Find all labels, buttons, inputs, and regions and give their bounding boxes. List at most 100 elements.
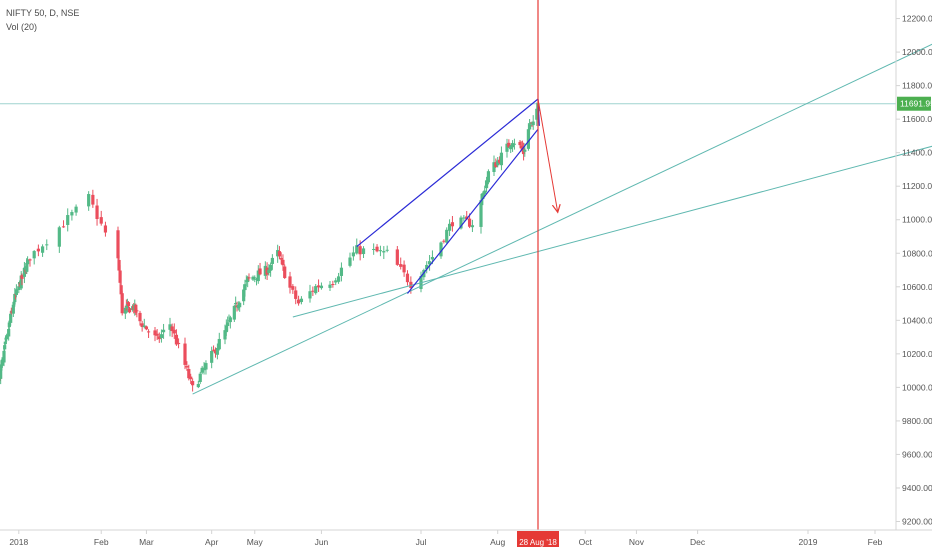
candle-body xyxy=(189,376,193,380)
price-tick-label: 10600.00 xyxy=(902,282,932,292)
candle-body xyxy=(146,331,151,333)
price-tick-label: 10200.00 xyxy=(902,349,932,359)
candle-body xyxy=(314,286,318,294)
candle-body xyxy=(155,333,159,336)
candle-body xyxy=(355,245,359,254)
candle-body xyxy=(170,326,174,332)
candle-body xyxy=(234,302,238,305)
candle-body xyxy=(99,217,103,224)
candle-body xyxy=(20,275,24,279)
price-tick-label: 10800.00 xyxy=(902,248,932,258)
candle-body xyxy=(32,251,36,259)
candle-body xyxy=(135,310,139,312)
candle-body xyxy=(246,277,250,283)
channel-lower-line xyxy=(407,128,539,294)
candle-body xyxy=(202,367,206,371)
candle-body xyxy=(198,373,202,383)
candle-body xyxy=(399,264,403,267)
candle-body xyxy=(0,364,3,368)
candle-body xyxy=(277,251,282,257)
time-tick-label: Jul xyxy=(416,537,427,547)
candle-body xyxy=(512,143,517,145)
candle-body xyxy=(211,349,216,351)
candle-body xyxy=(213,349,218,354)
candle-body xyxy=(40,246,45,253)
candle-body xyxy=(45,244,49,246)
candle-body xyxy=(479,200,483,227)
candle-body xyxy=(336,276,341,282)
candle-body xyxy=(409,281,413,288)
candle-body xyxy=(91,194,95,205)
candle-body xyxy=(17,286,21,290)
volume-indicator-label[interactable]: Vol (20) xyxy=(6,22,38,32)
candle-body xyxy=(283,266,287,278)
candle-body xyxy=(296,299,301,304)
candle-body xyxy=(127,308,132,313)
candle-body xyxy=(117,259,121,271)
price-tick-label: 12000.00 xyxy=(902,47,932,57)
price-tick-label: 11800.00 xyxy=(902,81,932,91)
candle-body xyxy=(263,265,267,276)
candle-body xyxy=(95,205,99,219)
candle-body xyxy=(2,350,6,363)
candle-body xyxy=(215,347,219,355)
candle-body xyxy=(223,330,227,340)
candle-body xyxy=(0,360,4,366)
candle-body xyxy=(134,304,138,313)
price-tick-label: 9600.00 xyxy=(902,449,932,459)
candle-body xyxy=(331,283,335,285)
candle-body xyxy=(119,285,123,295)
candle-body xyxy=(3,345,7,350)
price-tick-label: 9200.00 xyxy=(902,517,932,527)
candle-body xyxy=(87,194,91,207)
candle-body xyxy=(427,261,432,265)
candle-body xyxy=(144,326,149,330)
candle-body xyxy=(11,304,15,314)
candle-body xyxy=(462,217,466,219)
time-tick-label: May xyxy=(247,537,264,547)
candle-body xyxy=(279,258,283,260)
candle-body xyxy=(5,335,9,340)
candle-body xyxy=(61,226,66,228)
candle-body xyxy=(361,248,366,255)
candle-body xyxy=(204,363,208,370)
candle-body xyxy=(14,289,18,296)
candle-body xyxy=(0,368,3,379)
candle-body xyxy=(138,312,142,322)
candle-body xyxy=(450,222,455,227)
candle-body xyxy=(439,242,443,257)
candle-body xyxy=(299,298,304,303)
time-tick-label: 2019 xyxy=(799,537,818,547)
candle-body xyxy=(183,343,187,365)
candle-body xyxy=(116,230,120,259)
price-tick-label: 11000.00 xyxy=(902,215,932,225)
candle-body xyxy=(226,322,230,327)
price-tick-label: 11400.00 xyxy=(902,148,932,158)
candle-body xyxy=(276,250,280,257)
candle-body xyxy=(291,286,295,290)
candle-body xyxy=(425,264,429,270)
prediction-arrow xyxy=(537,98,558,211)
candle-body xyxy=(523,149,527,152)
candle-body xyxy=(200,367,204,373)
candle-body xyxy=(382,251,386,253)
candle-body xyxy=(7,329,11,337)
candle-body xyxy=(459,217,463,229)
price-tick-label: 12200.00 xyxy=(902,14,932,24)
price-tick-label: 9400.00 xyxy=(902,483,932,493)
time-tick-label: Feb xyxy=(94,537,109,547)
candle-body xyxy=(25,262,29,272)
candle-body xyxy=(339,267,344,276)
candle-body xyxy=(9,311,13,313)
price-tick-label: 10400.00 xyxy=(902,315,932,325)
last-price-badge xyxy=(897,96,931,111)
candle-body xyxy=(217,338,221,350)
candle-body xyxy=(505,143,509,152)
candle-body xyxy=(483,190,487,194)
symbol-title[interactable]: NIFTY 50, D, NSE xyxy=(6,8,80,18)
last-price-label: 11691.95 xyxy=(900,99,932,109)
candle-body xyxy=(497,159,502,163)
candle-body xyxy=(142,325,146,328)
candle-body xyxy=(70,212,74,216)
